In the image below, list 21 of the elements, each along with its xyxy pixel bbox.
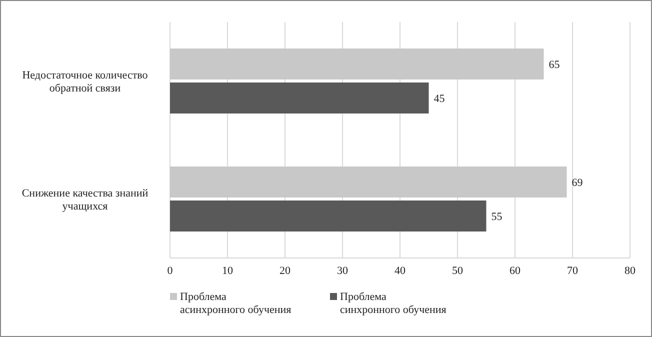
x-tick-label: 10: [222, 264, 234, 277]
data-label: 69: [572, 177, 584, 189]
x-tick-label: 40: [394, 264, 406, 277]
y-tick-label: Снижение качества знаний учащихся: [22, 188, 148, 212]
legend-label: Проблема асинхронного обучения: [180, 291, 292, 316]
x-tick-label: 30: [337, 264, 348, 277]
data-label: 45: [434, 93, 446, 105]
x-tick-label: 0: [167, 264, 174, 277]
x-tick-label: 50: [452, 264, 464, 277]
y-tick-label: Недостаточное количество обратной связи: [22, 70, 148, 94]
legend-label: Проблема синхронного обучения: [340, 291, 446, 316]
data-label: 55: [491, 211, 503, 223]
x-tick-label: 20: [280, 264, 291, 277]
bar: [170, 48, 544, 80]
x-tick-label: 60: [510, 264, 521, 277]
data-label: 65: [548, 59, 560, 71]
x-tick-label: 80: [624, 264, 636, 277]
bar: [170, 82, 429, 114]
bar: [170, 166, 567, 198]
x-tick-label: 70: [567, 264, 578, 277]
bar: [170, 200, 486, 232]
